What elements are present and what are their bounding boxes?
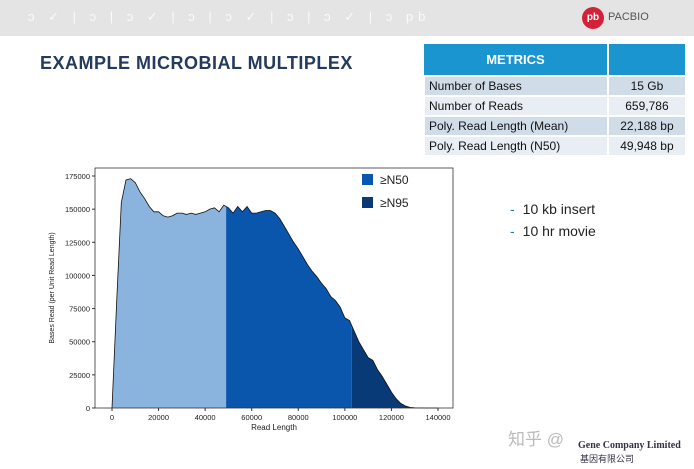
area-n95 bbox=[351, 325, 438, 408]
x-tick-label: 0 bbox=[110, 413, 114, 422]
bullet-list: -10 kb insert -10 hr movie bbox=[510, 198, 596, 242]
x-tick-label: 20000 bbox=[148, 413, 169, 422]
read-length-chart: 0 20000 40000 60000 80000 100000 120000 140000 0… bbox=[49, 167, 454, 432]
x-tick-label: 140000 bbox=[425, 413, 450, 422]
legend-label-n95: ≥N95 bbox=[380, 196, 409, 210]
area-n50 bbox=[226, 206, 352, 408]
y-tick-label: 150000 bbox=[65, 205, 90, 214]
x-tick-label: 100000 bbox=[332, 413, 357, 422]
metric-value: 49,948 bp bbox=[606, 135, 688, 157]
footer-logo-subtext: 基因有限公司 bbox=[580, 454, 635, 464]
bullet-text: 10 kb insert bbox=[522, 201, 596, 217]
table-row: Number of Reads 659,786 bbox=[423, 95, 688, 117]
series-line bbox=[111, 178, 438, 409]
metric-label: Poly. Read Length (N50) bbox=[423, 135, 609, 157]
table-row: Number of Bases 15 Gb bbox=[423, 75, 688, 97]
x-tick-label: 120000 bbox=[379, 413, 404, 422]
legend-swatch-n95 bbox=[362, 197, 373, 208]
bullet-text: 10 hr movie bbox=[522, 223, 596, 239]
watermark: 知乎 @ bbox=[508, 430, 564, 449]
metrics-table: METRICS Number of Bases 15 Gb Number of R… bbox=[423, 44, 688, 157]
y-tick-label: 175000 bbox=[65, 172, 90, 181]
metrics-header: METRICS bbox=[424, 44, 609, 76]
legend-swatch-n50 bbox=[362, 174, 373, 185]
area-below-n50 bbox=[112, 178, 227, 408]
metrics-header-empty bbox=[607, 44, 688, 76]
legend-label-n50: ≥N50 bbox=[380, 173, 409, 187]
footer-logo-text: Gene Company Limited bbox=[578, 440, 681, 451]
y-tick-label: 125000 bbox=[65, 238, 90, 247]
y-axis-label: Bases Read (per Unit Read Length) bbox=[49, 232, 56, 343]
plot-frame bbox=[94, 167, 454, 409]
metric-value: 22,188 bp bbox=[606, 115, 688, 137]
pacbio-logo-icon: pb bbox=[582, 7, 604, 29]
x-tick-label: 40000 bbox=[195, 413, 216, 422]
metric-label: Number of Bases bbox=[423, 75, 609, 97]
metric-label: Poly. Read Length (Mean) bbox=[423, 115, 609, 137]
y-tick-label: 75000 bbox=[69, 305, 90, 314]
metric-label: Number of Reads bbox=[423, 95, 609, 117]
x-tick-label: 80000 bbox=[288, 413, 309, 422]
bullet-item: -10 hr movie bbox=[510, 223, 596, 239]
header-decoration: ɔ ✓ | ɔ | ɔ ✓ | ɔ | ɔ ✓ | ɔ | ɔ ✓ | ɔ pb bbox=[28, 9, 431, 24]
brand-name: PACBIO bbox=[608, 11, 649, 23]
y-tick-label: 50000 bbox=[69, 338, 90, 347]
metric-value: 659,786 bbox=[606, 95, 688, 117]
x-axis-label: Read Length bbox=[251, 423, 297, 432]
slide-title: EXAMPLE MICROBIAL MULTIPLEX bbox=[40, 53, 353, 73]
metric-value: 15 Gb bbox=[606, 75, 688, 97]
y-tick-label: 100000 bbox=[65, 271, 90, 280]
x-tick-label: 60000 bbox=[241, 413, 262, 422]
table-row: Poly. Read Length (Mean) 22,188 bp bbox=[423, 115, 688, 137]
table-row: Poly. Read Length (N50) 49,948 bp bbox=[423, 135, 688, 157]
y-tick-label: 0 bbox=[86, 404, 90, 413]
y-tick-label: 25000 bbox=[69, 371, 90, 380]
header-bar: ɔ ✓ | ɔ | ɔ ✓ | ɔ | ɔ ✓ | ɔ | ɔ ✓ | ɔ pb… bbox=[0, 0, 694, 36]
bullet-item: -10 kb insert bbox=[510, 201, 596, 217]
